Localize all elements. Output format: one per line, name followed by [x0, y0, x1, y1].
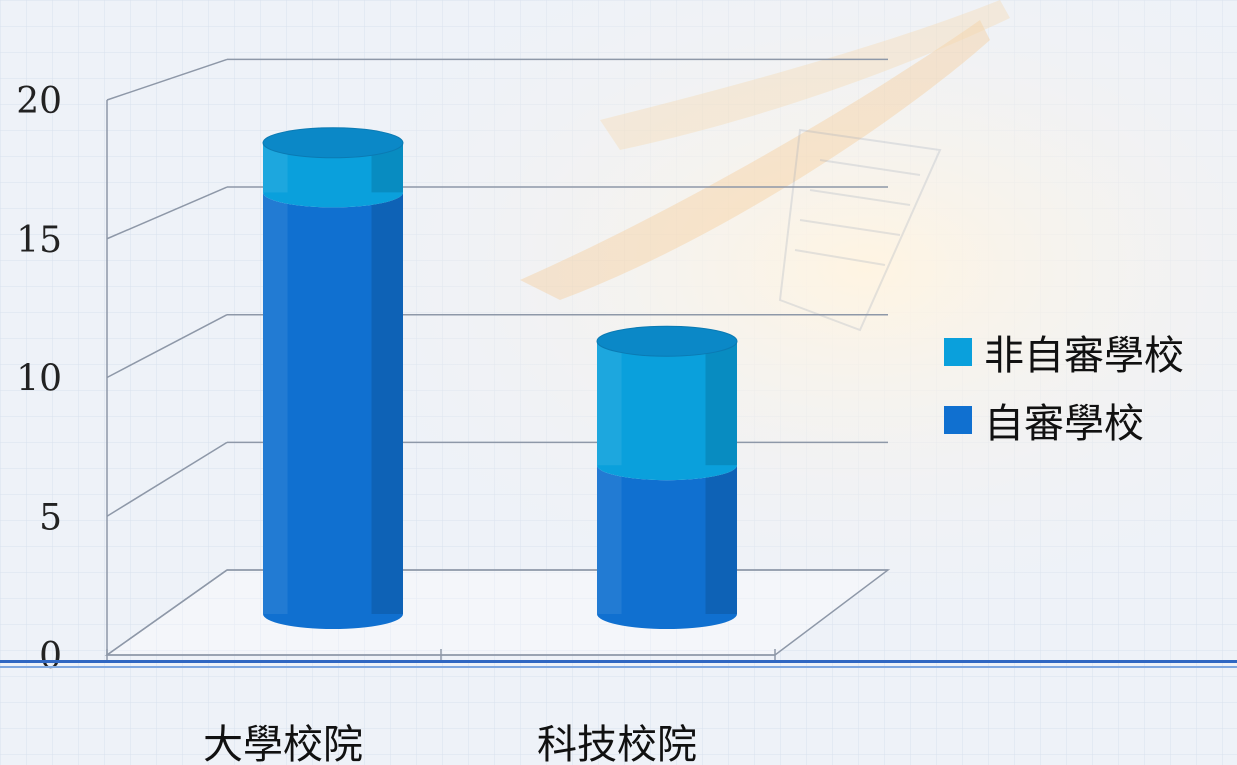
chart-floor — [104, 569, 891, 656]
footer-rule-bottom — [0, 666, 1237, 668]
bar-shadow — [705, 465, 737, 614]
gridline-side — [106, 441, 228, 517]
x-tick-label: 科技校院 — [537, 722, 697, 765]
bar-segment — [597, 465, 737, 629]
legend-item-non-self-review: 非自審學校 — [944, 318, 1184, 386]
bar-highlight — [263, 192, 288, 614]
bar-shadow — [705, 341, 737, 466]
gridline-side — [106, 58, 228, 101]
y-tick-label: 15 — [16, 220, 62, 261]
gridline-side — [106, 314, 228, 379]
footer-rule-top — [0, 660, 1237, 663]
legend-swatch-non-self-review — [944, 338, 972, 366]
legend-swatch-self-review — [944, 406, 972, 434]
y-tick-label: 20 — [16, 81, 62, 122]
bar-top-cap — [262, 127, 404, 159]
x-tick-label: 大學校院 — [203, 722, 363, 765]
legend-label-non-self-review: 非自審學校 — [984, 333, 1184, 379]
legend-label-self-review: 自審學校 — [984, 401, 1144, 447]
y-tick-label: 10 — [16, 359, 62, 400]
y-tick-label: 5 — [39, 497, 62, 538]
bar-segment — [263, 142, 403, 208]
y-tick-label: 0 — [39, 636, 62, 677]
legend-item-self-review: 自審學校 — [944, 386, 1184, 454]
bar-segment — [263, 192, 403, 629]
gridline-side — [106, 569, 228, 656]
bar-shadow — [371, 192, 403, 614]
bar-segment — [597, 341, 737, 481]
bar-highlight — [597, 341, 622, 466]
bar-top-cap — [596, 325, 738, 357]
gridline-side — [106, 186, 228, 240]
chart-legend: 非自審學校 自審學校 — [944, 318, 1184, 454]
bar-highlight — [597, 465, 622, 614]
